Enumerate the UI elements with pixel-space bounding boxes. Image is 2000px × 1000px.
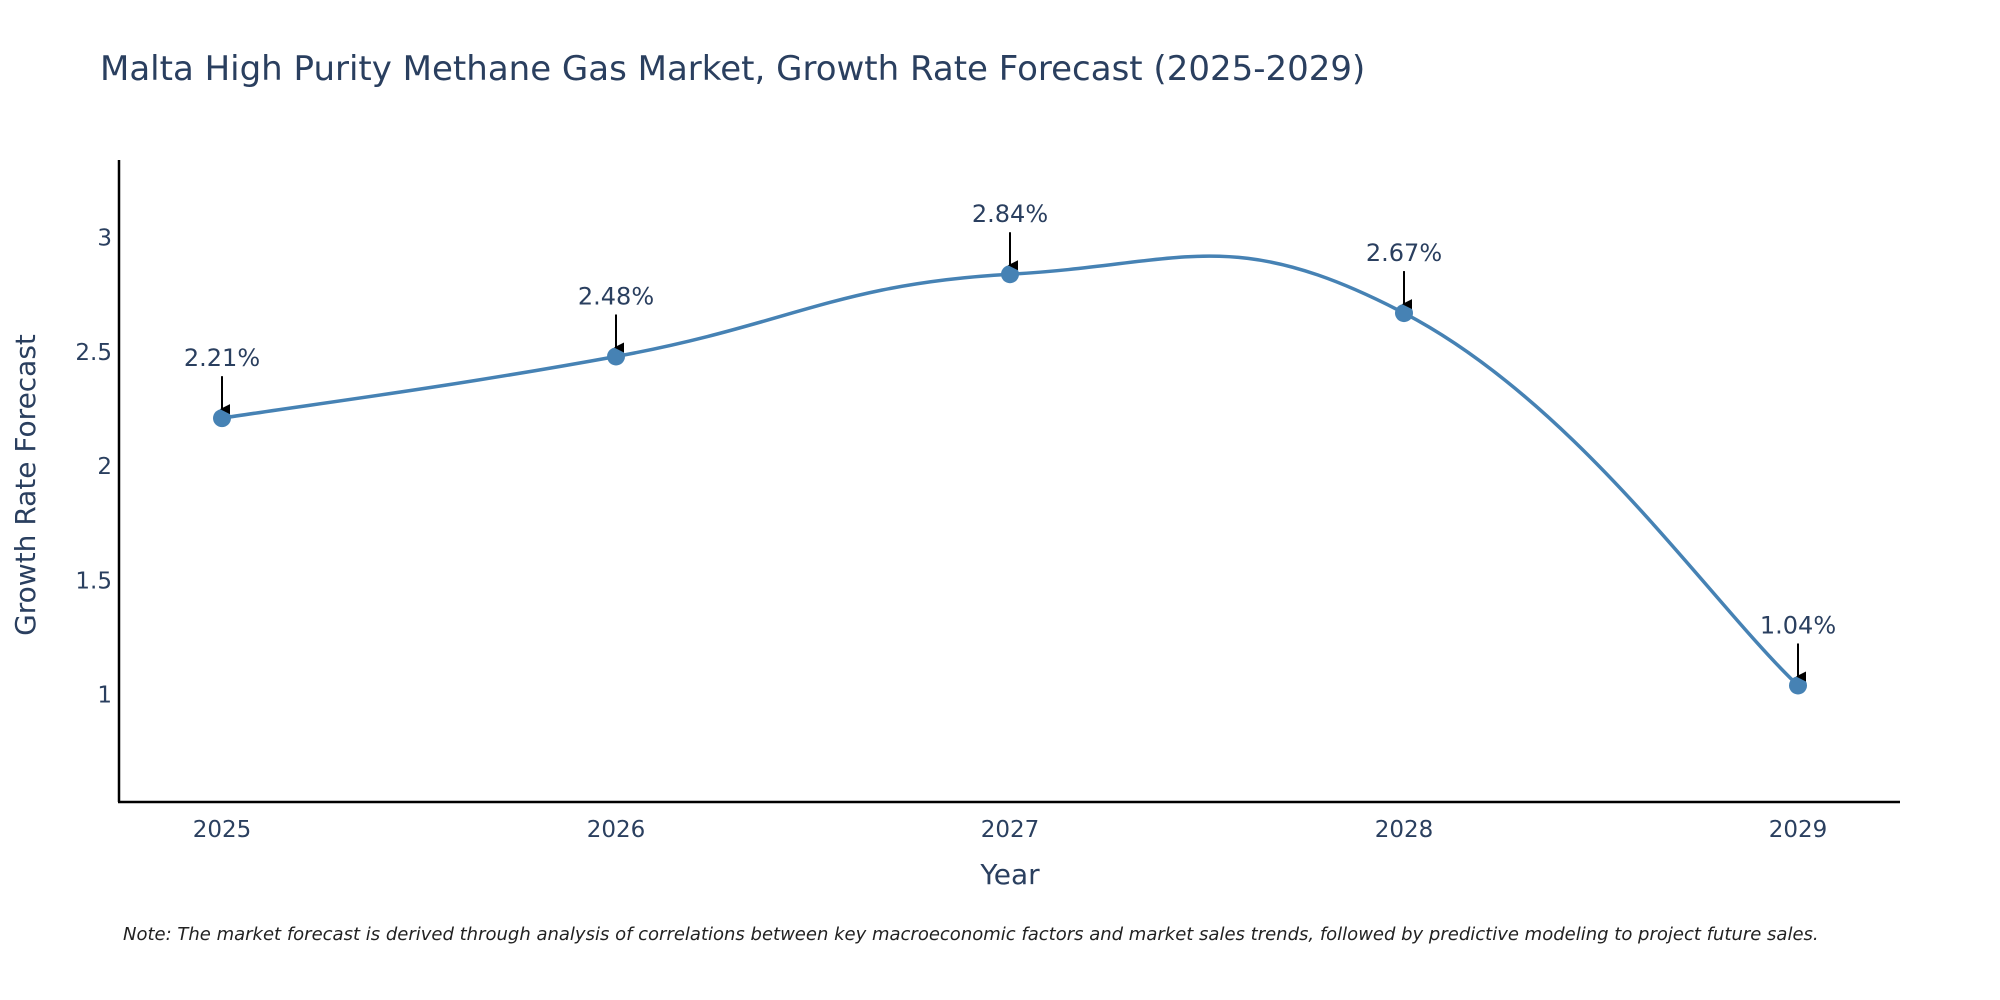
- data-annotations: 2.21% 2.48% 2.84% 2.67% 1.04%: [184, 200, 1836, 682]
- y-axis-title: Growth Rate Forecast: [9, 334, 42, 636]
- data-point: [1001, 265, 1019, 284]
- chart-title: Malta High Purity Methane Gas Market, Gr…: [100, 49, 1365, 89]
- y-tick-label: 2.5: [75, 340, 112, 366]
- data-point: [1789, 676, 1807, 695]
- y-tick-label: 1.5: [75, 568, 112, 594]
- data-label: 1.04%: [1760, 611, 1836, 639]
- data-point: [213, 409, 231, 428]
- x-tick-label: 2028: [1375, 817, 1434, 843]
- y-tick-label: 1: [97, 683, 112, 709]
- data-markers: [213, 265, 1807, 695]
- data-label: 2.21%: [184, 344, 260, 372]
- data-point: [1395, 304, 1413, 323]
- y-axis-ticks: 1 1.5 2 2.5 3: [75, 226, 112, 709]
- y-tick-label: 2: [97, 454, 112, 480]
- data-label: 2.48%: [578, 282, 654, 310]
- x-tick-label: 2027: [981, 817, 1040, 843]
- data-point: [607, 347, 625, 366]
- data-label: 2.84%: [972, 200, 1048, 228]
- x-axis-title: Year: [979, 858, 1040, 891]
- footnote: Note: The market forecast is derived thr…: [123, 924, 1819, 945]
- series-line: [221, 254, 1800, 687]
- y-tick-label: 3: [97, 226, 112, 252]
- x-tick-label: 2029: [1769, 817, 1828, 843]
- x-tick-label: 2026: [587, 817, 646, 843]
- plot-area: 1 1.5 2 2.5 3 2025 2026 2027 2028 2029 2.21% 2.48…: [75, 160, 1900, 843]
- x-axis-ticks: 2025 2026 2027 2028 2029: [193, 817, 1828, 843]
- data-label: 2.67%: [1366, 239, 1442, 267]
- x-tick-label: 2025: [193, 817, 252, 843]
